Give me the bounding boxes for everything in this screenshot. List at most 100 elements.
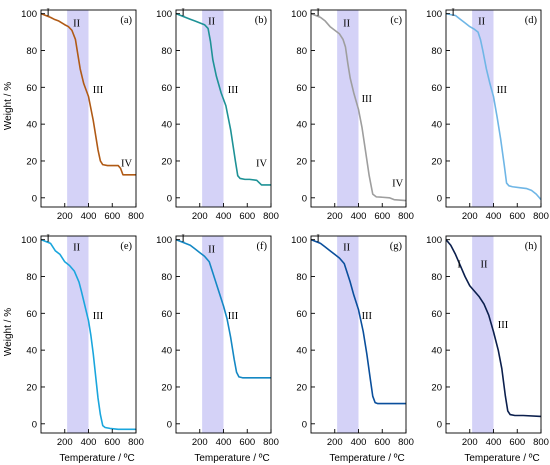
panel-label: (b) — [255, 15, 268, 26]
region-label: II — [208, 17, 215, 28]
y-tick-label: 100 — [156, 9, 172, 20]
y-tick-label: 20 — [431, 382, 442, 393]
y-tick-label: 60 — [26, 309, 37, 320]
y-tick-label: 40 — [161, 120, 172, 131]
panel-label: (a) — [120, 15, 132, 26]
y-tick-label: 100 — [156, 235, 172, 246]
temperature-band — [337, 236, 359, 433]
x-tick-label: 200 — [192, 211, 208, 222]
region-label: IV — [256, 158, 267, 169]
y-tick-label: 80 — [161, 272, 172, 283]
x-tick-label: 400 — [216, 211, 232, 222]
x-tick-label: 800 — [263, 211, 279, 222]
y-tick-label: 0 — [167, 419, 172, 430]
region-label: II — [73, 243, 80, 254]
y-tick-label: 60 — [26, 83, 37, 94]
y-tick-label: 80 — [431, 46, 442, 57]
y-tick-label: 0 — [302, 193, 307, 204]
y-tick-label: 80 — [296, 272, 307, 283]
x-tick-label: 600 — [104, 437, 120, 448]
y-tick-label: 40 — [296, 346, 307, 357]
x-tick-label: 200 — [462, 437, 478, 448]
y-tick-label: 20 — [161, 382, 172, 393]
y-tick-label: 80 — [26, 46, 37, 57]
y-tick-label: 80 — [26, 272, 37, 283]
temperature-band — [202, 236, 224, 433]
x-axis-title-3: Temperature / ºC — [329, 453, 404, 464]
x-axis-title-2: Temperature / ºC — [194, 453, 269, 464]
y-tick-label: 40 — [161, 346, 172, 357]
y-tick-label: 100 — [21, 235, 37, 246]
y-tick-label: 20 — [26, 156, 37, 167]
region-label: II — [343, 243, 350, 254]
y-tick-label: 40 — [26, 120, 37, 131]
x-tick-label: 800 — [128, 211, 144, 222]
y-tick-label: 60 — [296, 309, 307, 320]
y-tick-label: 40 — [26, 346, 37, 357]
region-label: III — [93, 311, 104, 322]
weight-curve — [176, 238, 271, 379]
region-label: II — [481, 259, 488, 270]
y-tick-label: 60 — [431, 83, 442, 94]
region-label: I — [316, 234, 320, 245]
y-tick-label: 60 — [431, 309, 442, 320]
region-label: I — [181, 234, 185, 245]
x-tick-label: 400 — [351, 211, 367, 222]
y-tick-label: 40 — [296, 120, 307, 131]
y-tick-label: 0 — [32, 193, 37, 204]
panel-label: (c) — [390, 15, 402, 26]
panel-label: (h) — [525, 241, 538, 252]
x-tick-label: 200 — [327, 437, 343, 448]
x-tick-label: 400 — [81, 211, 97, 222]
region-label: III — [228, 311, 239, 322]
region-label: II — [478, 17, 485, 28]
x-tick-label: 800 — [398, 437, 414, 448]
temperature-band — [202, 10, 224, 207]
x-tick-label: 800 — [128, 437, 144, 448]
region-label: III — [497, 85, 508, 96]
region-label: II — [343, 19, 350, 30]
weight-curve — [176, 12, 271, 186]
x-tick-label: 800 — [533, 211, 549, 222]
x-tick-label: 600 — [509, 437, 525, 448]
y-tick-label: 40 — [431, 346, 442, 357]
temperature-band — [472, 236, 494, 433]
y-tick-label: 100 — [291, 9, 307, 20]
x-tick-label: 200 — [327, 211, 343, 222]
panel-label: (f) — [257, 241, 268, 252]
y-tick-label: 80 — [161, 46, 172, 57]
x-tick-label: 800 — [398, 211, 414, 222]
y-tick-label: 20 — [26, 382, 37, 393]
panel-label: (e) — [120, 241, 132, 252]
y-tick-label: 0 — [437, 193, 442, 204]
y-tick-label: 60 — [296, 83, 307, 94]
x-tick-label: 600 — [509, 211, 525, 222]
region-label: I — [181, 8, 185, 19]
region-label: III — [362, 311, 373, 322]
y-tick-label: 100 — [426, 9, 442, 20]
x-tick-label: 400 — [216, 437, 232, 448]
region-label: IV — [121, 158, 132, 169]
weight-curve — [41, 238, 136, 431]
x-tick-label: 200 — [462, 211, 478, 222]
region-label: III — [228, 85, 239, 96]
x-axis-title-4: Temperature / ºC — [464, 453, 539, 464]
region-label: II — [208, 245, 215, 256]
x-tick-label: 400 — [486, 437, 502, 448]
y-tick-label: 20 — [431, 156, 442, 167]
region-label: III — [93, 85, 104, 96]
x-tick-label: 200 — [57, 211, 73, 222]
weight-curve — [446, 12, 541, 201]
y-axis-title-bottom: Weight / % — [3, 308, 14, 356]
y-tick-label: 20 — [296, 382, 307, 393]
y-tick-label: 100 — [426, 235, 442, 246]
